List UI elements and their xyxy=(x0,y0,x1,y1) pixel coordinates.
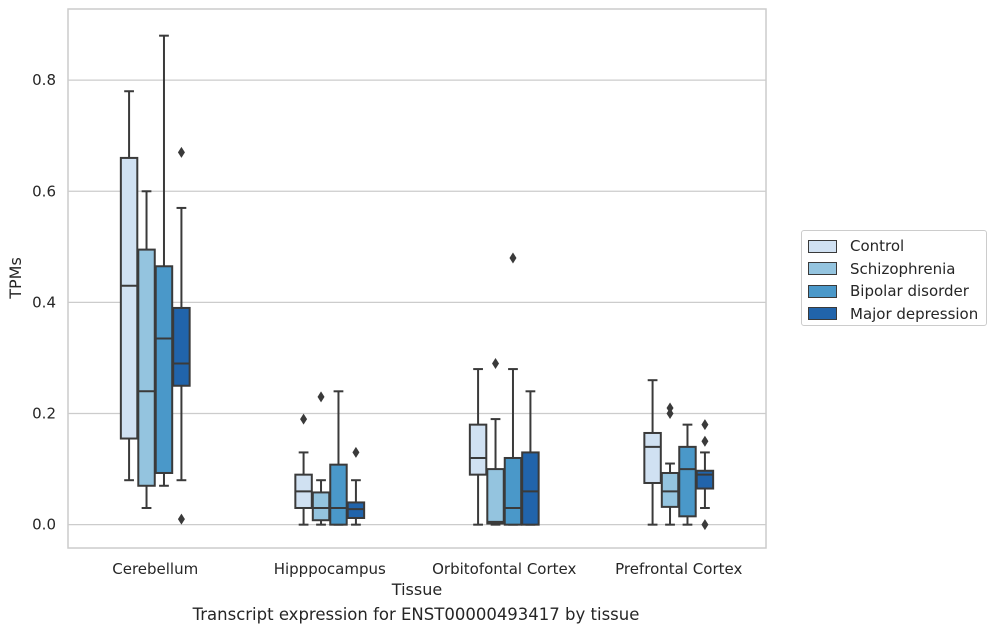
box-iqr xyxy=(643,431,662,484)
legend-item: Schizophrenia xyxy=(808,258,980,281)
plot-area-frame xyxy=(67,8,767,549)
y-tick-label: 0.0 xyxy=(32,516,56,534)
legend-label: Major depression xyxy=(850,304,979,323)
box-bipolar-disorder xyxy=(678,423,697,526)
x-axis-ticks: Cerebellum Hipppocampus Orbitofontal Corte… xyxy=(112,560,742,578)
boxes xyxy=(119,34,715,531)
outlier-point xyxy=(701,419,709,431)
box-major-depression xyxy=(695,419,715,531)
legend-item: Control xyxy=(808,235,980,258)
y-tick-label: 0.6 xyxy=(32,182,56,200)
box-major-depression xyxy=(346,446,366,526)
y-axis-label: TPMs xyxy=(6,257,25,300)
box-bipolar-disorder xyxy=(503,252,523,526)
box-iqr xyxy=(468,423,488,476)
legend-label: Control xyxy=(850,237,905,256)
outlier-point xyxy=(701,519,709,531)
outlier-point xyxy=(492,358,500,370)
box-control xyxy=(468,368,488,526)
x-tick-label: Orbitofontal Cortex xyxy=(432,560,576,578)
legend-label: Schizophrenia xyxy=(850,259,956,278)
box-iqr xyxy=(329,463,348,526)
y-axis-ticks: 0.0 0.2 0.4 0.6 0.8 xyxy=(32,71,56,534)
box-bipolar-disorder xyxy=(329,390,348,526)
box-iqr xyxy=(172,306,191,387)
box-iqr xyxy=(678,445,697,518)
box-major-depression xyxy=(521,390,540,526)
box-iqr xyxy=(154,265,174,474)
outlier-point xyxy=(300,413,308,425)
outlier-point xyxy=(177,513,185,525)
legend-item: Bipolar disorder xyxy=(808,280,980,303)
y-tick-label: 0.2 xyxy=(32,405,56,423)
box-iqr xyxy=(311,491,331,522)
box-iqr xyxy=(119,156,139,440)
legend-label: Bipolar disorder xyxy=(850,282,969,301)
box-schizophrenia xyxy=(311,391,331,526)
box-control xyxy=(643,379,662,526)
outlier-point xyxy=(701,435,709,447)
legend-swatch xyxy=(808,284,837,298)
x-tick-label: Hipppocampus xyxy=(274,560,386,578)
box-schizophrenia xyxy=(486,358,505,526)
box-iqr xyxy=(137,248,156,487)
box-control xyxy=(119,90,139,482)
legend-swatch xyxy=(808,239,837,253)
box-iqr xyxy=(660,471,680,508)
legend-swatch xyxy=(808,262,837,276)
legend-item: Major depression xyxy=(808,303,980,326)
box-iqr xyxy=(521,451,540,526)
box-schizophrenia xyxy=(660,402,680,526)
y-tick-label: 0.4 xyxy=(32,293,56,311)
box-schizophrenia xyxy=(137,190,156,509)
legend-swatch xyxy=(808,307,837,321)
x-axis-label: Tissue xyxy=(391,580,442,599)
box-iqr xyxy=(486,468,505,525)
outlier-point xyxy=(352,446,360,458)
outlier-point xyxy=(509,252,517,264)
x-tick-label: Prefrontal Cortex xyxy=(615,560,742,578)
figure-caption: Transcript expression for ENST0000049341… xyxy=(192,605,640,624)
legend: Control Schizophrenia Bipolar disorder Majo… xyxy=(801,230,987,326)
box-major-depression xyxy=(172,146,191,525)
outlier-point xyxy=(666,402,674,414)
outlier-point xyxy=(666,408,674,420)
x-tick-label: Cerebellum xyxy=(112,560,198,578)
outlier-point xyxy=(317,391,325,403)
box-iqr xyxy=(346,501,366,519)
y-tick-label: 0.8 xyxy=(32,71,56,89)
box-bipolar-disorder xyxy=(154,34,174,487)
box-iqr xyxy=(503,456,523,526)
box-iqr xyxy=(695,469,715,490)
box-control xyxy=(294,413,313,526)
outlier-point xyxy=(177,146,185,158)
